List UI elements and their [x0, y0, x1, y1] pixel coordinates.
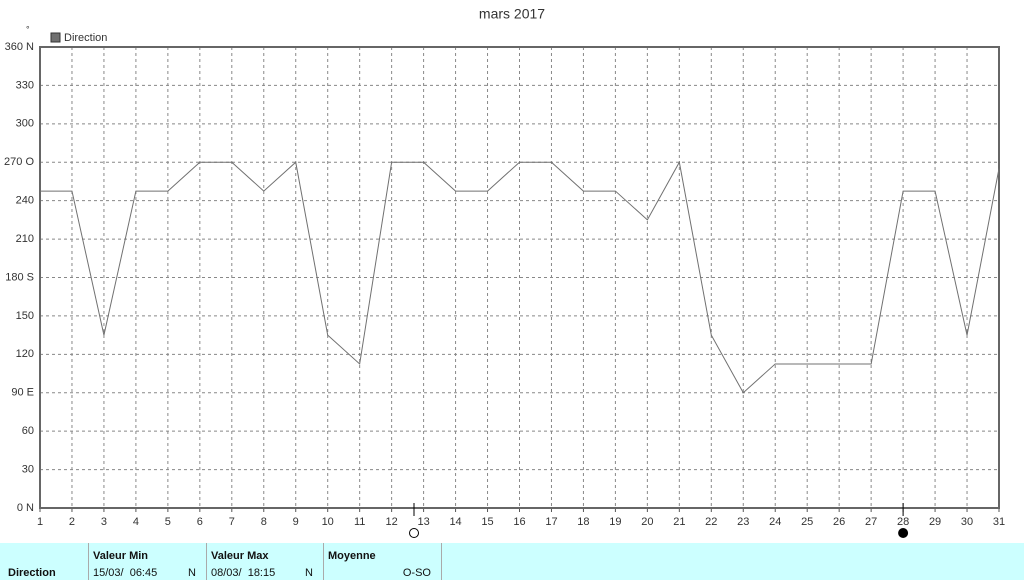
y-tick-label: 0 N: [17, 502, 34, 514]
x-tick-label: 25: [801, 516, 813, 528]
y-tick-label: 210: [16, 233, 34, 245]
y-tick-label: 270 O: [4, 156, 34, 168]
x-tick-label: 5: [165, 516, 171, 528]
y-unit: °: [26, 24, 30, 34]
y-tick-label: 360 N: [5, 41, 34, 53]
chart-title: mars 2017: [479, 6, 545, 22]
y-tick-label: 240: [16, 195, 34, 207]
x-tick-label: 17: [545, 516, 557, 528]
y-tick-label: 60: [22, 425, 34, 437]
x-tick-label: 16: [513, 516, 525, 528]
x-tick-label: 24: [769, 516, 781, 528]
x-tick-label: 3: [101, 516, 107, 528]
x-tick-label: 4: [133, 516, 139, 528]
x-tick-label: 10: [322, 516, 334, 528]
x-tick-label: 14: [449, 516, 461, 528]
x-tick-label: 28: [897, 516, 909, 528]
y-tick-label: 30: [22, 463, 34, 475]
y-tick-label: 180 S: [5, 271, 34, 283]
summary-cell: Valeur Max 08/03/ 18:15 N: [206, 543, 324, 580]
summary-cell: Valeur Min 15/03/ 06:45 N: [88, 543, 207, 580]
summary-header: Valeur Min: [93, 550, 149, 562]
x-tick-label: 21: [673, 516, 685, 528]
moon-phase: [898, 528, 909, 538]
x-tick-label: 22: [705, 516, 717, 528]
summary-bar: Direction Valeur Min 15/03/ 06:45 N Valeur …: [0, 543, 1024, 580]
x-tick-label: 30: [961, 516, 973, 528]
legend-label: Direction: [64, 32, 107, 44]
x-tick-label: 18: [577, 516, 589, 528]
x-tick-label: 13: [417, 516, 429, 528]
summary-value: O-SO: [402, 567, 431, 579]
x-tick-label: 23: [737, 516, 749, 528]
x-tick-label: 7: [229, 516, 235, 528]
row-label: Direction: [8, 567, 56, 579]
y-tick-label: 90 E: [11, 387, 34, 399]
summary-value: N: [305, 567, 313, 579]
y-tick-label: 330: [16, 79, 34, 91]
summary-header: Valeur Max: [211, 550, 269, 562]
x-tick-label: 31: [993, 516, 1005, 528]
x-tick-label: 20: [641, 516, 653, 528]
x-tick-label: 15: [481, 516, 493, 528]
x-tick-label: 9: [293, 516, 299, 528]
y-tick-label: 150: [16, 310, 34, 322]
summary-date: 08/03/ 18:15: [211, 567, 276, 579]
x-tick-label: 19: [609, 516, 621, 528]
x-tick-label: 8: [261, 516, 267, 528]
x-tick-label: 1: [37, 516, 43, 528]
summary-date: 15/03/ 06:45: [93, 567, 158, 579]
y-tick-label: 120: [16, 348, 34, 360]
summary-value: N: [188, 567, 196, 579]
summary-cell: Moyenne O-SO: [323, 543, 442, 580]
moon-phase: [409, 528, 420, 538]
x-tick-label: 2: [69, 516, 75, 528]
plot-frame: [39, 46, 1000, 509]
x-tick-label: 27: [865, 516, 877, 528]
y-tick-label: 300: [16, 118, 34, 130]
x-tick-label: 11: [354, 516, 365, 528]
x-tick-label: 29: [929, 516, 941, 528]
x-tick-label: 26: [833, 516, 845, 528]
summary-header: Moyenne: [328, 550, 376, 562]
data-line: [40, 160, 1000, 394]
x-tick-label: 6: [197, 516, 203, 528]
legend-swatch: [50, 32, 61, 43]
x-tick-label: 12: [386, 516, 398, 528]
row-label-cell: Direction: [0, 543, 89, 580]
